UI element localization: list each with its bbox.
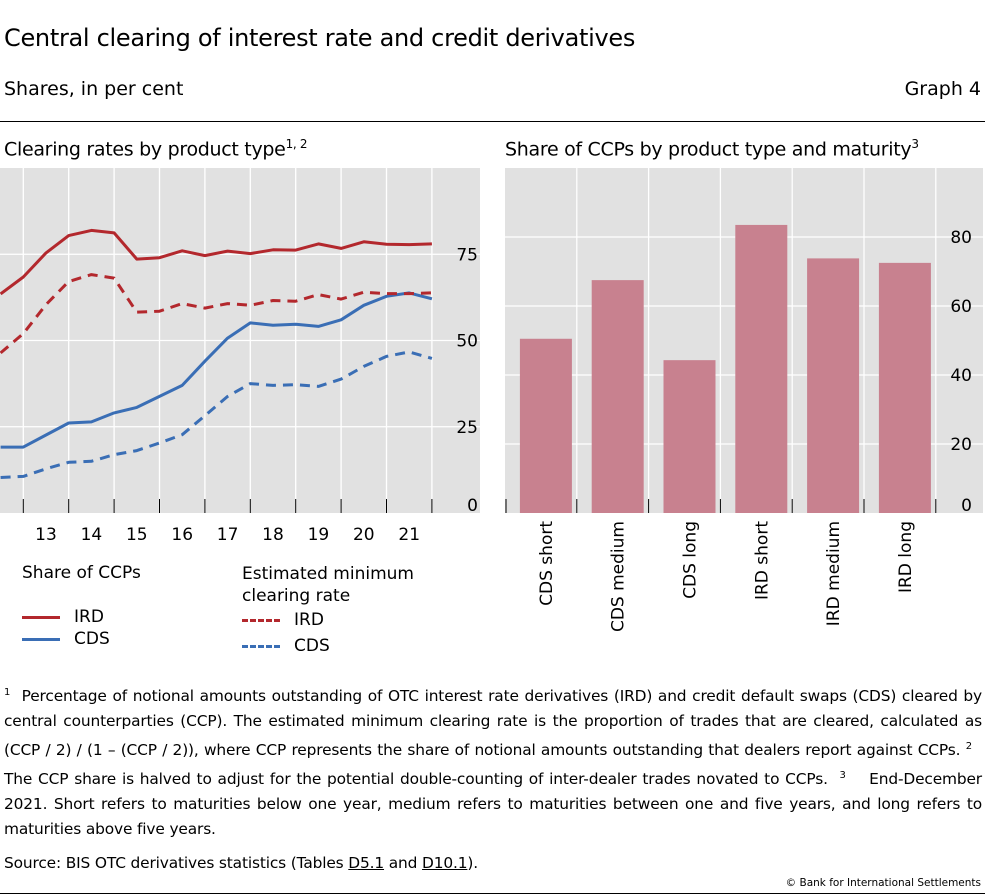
x-tick-label: 16 xyxy=(171,525,193,545)
x-category-label: IRD long xyxy=(896,521,916,593)
legend-label: IRD xyxy=(74,607,104,627)
x-category-label: CDS medium xyxy=(609,521,629,632)
x-tick-label: 20 xyxy=(353,525,375,545)
x-tick-label: 14 xyxy=(81,525,103,545)
y-tick-label: 80 xyxy=(950,228,972,248)
legend-item-ird-solid: IRD xyxy=(22,607,141,627)
legend-group-title: Share of CCPs xyxy=(22,563,141,583)
series-line-ird-dashed xyxy=(0,273,432,355)
x-tick-label: 21 xyxy=(398,525,420,545)
x-tick-label: 18 xyxy=(262,525,284,545)
x-tick-label: 19 xyxy=(308,525,330,545)
series-line-ird-solid xyxy=(0,228,432,296)
footnote-3: End-December 2021. Short refers to matur… xyxy=(4,770,982,839)
graph-number: Graph 4 xyxy=(904,78,981,100)
footnote-2: The CCP share is halved to adjust for th… xyxy=(4,770,828,789)
source-text: and xyxy=(384,854,423,872)
legend-item-cds-solid: CDS xyxy=(22,629,141,649)
page-title: Central clearing of interest rate and cr… xyxy=(4,24,636,52)
legend-group-share: Share of CCPs IRD CDS xyxy=(22,563,141,649)
right-panel-title-text: Share of CCPs by product type and maturi… xyxy=(505,138,912,161)
legend-item-ird-dashed: IRD xyxy=(242,609,414,631)
footnote-mark: 2 xyxy=(965,741,972,753)
bar-cds-medium xyxy=(591,280,644,513)
legend-swatch xyxy=(242,644,280,648)
table-link-d5-1[interactable]: D5.1 xyxy=(348,854,385,872)
x-tick-label: 13 xyxy=(35,525,57,545)
y-tick-label: 0 xyxy=(467,496,478,516)
x-category-label: IRD medium xyxy=(824,521,844,626)
right-panel-title: Share of CCPs by product type and maturi… xyxy=(505,137,919,160)
legend-swatch xyxy=(22,615,60,619)
x-tick-label: 17 xyxy=(217,525,239,545)
y-tick-label: 50 xyxy=(456,332,478,352)
right-panel-footnote-mark: 3 xyxy=(911,137,919,151)
series-line-cds-solid xyxy=(0,291,433,449)
bar-ird-short xyxy=(735,224,788,514)
source-line: Source: BIS OTC derivatives statistics (… xyxy=(4,854,478,872)
header-divider xyxy=(0,121,985,122)
footnotes: 1 Percentage of notional amounts outstan… xyxy=(4,680,982,842)
footnote-mark: 1 xyxy=(4,687,11,698)
footnote-mark: 3 xyxy=(839,770,846,782)
left-panel-footnote-mark: 1, 2 xyxy=(285,137,308,151)
x-tick-label: 15 xyxy=(126,525,148,545)
legend-swatch xyxy=(22,637,60,641)
x-category-label: IRD short xyxy=(752,521,772,600)
x-category-label: CDS short xyxy=(537,521,557,606)
legend-group-estimated: Estimated minimum clearing rate IRD CDS xyxy=(242,563,414,657)
source-text: ). xyxy=(467,854,479,872)
page-subtitle: Shares, in per cent xyxy=(4,78,184,100)
legend-label: CDS xyxy=(74,629,110,649)
legend-label: CDS xyxy=(294,636,330,656)
legend-swatch xyxy=(242,618,280,622)
bar-cds-short xyxy=(519,338,572,513)
line-chart: 0 25 50 75 13 14 15 16 17 18 19 20 21 xyxy=(0,168,480,545)
footnote-1: Percentage of notional amounts outstandi… xyxy=(4,687,982,760)
legend-group-title: Estimated minimum xyxy=(242,564,414,584)
legend-item-cds-dashed: CDS xyxy=(242,635,414,657)
copyright: © Bank for International Settlements xyxy=(785,877,981,889)
legend-label: IRD xyxy=(294,610,324,630)
bar-ird-medium xyxy=(807,258,860,513)
source-text: Source: BIS OTC derivatives statistics (… xyxy=(4,854,349,872)
legend-group-title: clearing rate xyxy=(242,586,351,606)
y-tick-label: 40 xyxy=(950,366,972,386)
bar-chart: 0 20 40 60 80 CDS short CDS medium CDS long IRD … xyxy=(505,168,983,632)
table-link-d10-1[interactable]: D10.1 xyxy=(422,854,468,872)
footer-divider xyxy=(0,893,985,894)
series-line-cds-dashed xyxy=(0,350,433,479)
bar-ird-long xyxy=(878,262,931,513)
y-tick-label: 0 xyxy=(961,496,972,516)
x-category-label: CDS long xyxy=(681,521,701,599)
y-tick-label: 75 xyxy=(456,245,478,265)
y-tick-label: 25 xyxy=(456,418,478,438)
bar-cds-long xyxy=(663,360,716,513)
left-panel-title: Clearing rates by product type1, 2 xyxy=(4,137,308,161)
left-panel-title-text: Clearing rates by product type xyxy=(4,138,286,161)
y-tick-label: 20 xyxy=(950,435,972,455)
y-tick-label: 60 xyxy=(950,297,972,317)
